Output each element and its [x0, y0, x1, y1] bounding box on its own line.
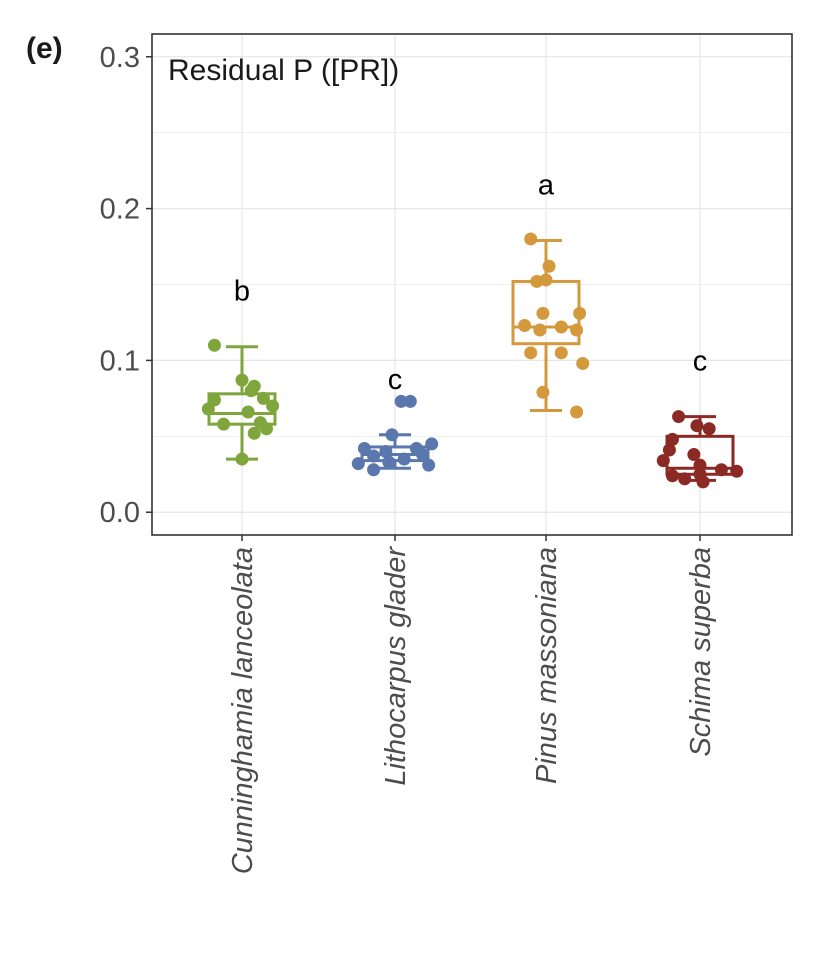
data-point	[576, 356, 590, 370]
data-point	[662, 443, 676, 457]
data-point	[665, 469, 679, 483]
chart-title: Residual P ([PR])	[168, 54, 399, 87]
data-point	[554, 320, 568, 334]
data-point	[394, 394, 408, 408]
data-point	[367, 463, 381, 477]
data-point	[207, 393, 221, 407]
data-point	[570, 405, 584, 419]
data-point	[385, 428, 399, 442]
data-point	[690, 419, 704, 433]
y-tick-label: 0.3	[100, 42, 140, 74]
data-point	[217, 417, 231, 431]
data-point	[714, 463, 728, 477]
data-points	[201, 232, 744, 489]
significance-letter: c	[388, 364, 403, 396]
y-tick-label: 0.2	[100, 194, 140, 226]
data-point	[542, 259, 556, 273]
data-point	[533, 323, 547, 337]
x-axis: Cunninghamia lanceolata Lithocarpus glade…	[227, 535, 717, 874]
data-point	[536, 306, 550, 320]
data-point	[379, 445, 393, 458]
data-point	[524, 232, 538, 246]
data-point	[266, 399, 280, 413]
x-tick-label: Pinus massoniana	[531, 547, 563, 784]
data-point	[570, 323, 584, 337]
panel-label: (e)	[26, 32, 63, 65]
data-point	[656, 454, 670, 468]
x-tick-label: Lithocarpus glader	[380, 546, 412, 786]
data-point	[573, 306, 587, 320]
data-point	[382, 455, 396, 469]
data-point	[422, 458, 436, 472]
data-point	[524, 346, 538, 360]
data-point	[678, 472, 692, 486]
plot-frame	[151, 33, 793, 536]
data-point	[367, 449, 381, 463]
data-point	[397, 452, 411, 466]
data-point	[201, 402, 215, 416]
data-point	[256, 391, 270, 405]
data-point	[207, 338, 221, 352]
data-point	[357, 441, 371, 455]
data-point	[536, 385, 550, 399]
data-point	[244, 384, 258, 398]
data-point	[696, 475, 710, 489]
data-point	[235, 373, 249, 387]
significance-letter: a	[538, 169, 555, 201]
data-point	[235, 452, 249, 466]
y-tick-label: 0.1	[100, 345, 140, 377]
y-axis: 0.0 0.1 0.2 0.3	[100, 42, 152, 529]
x-tick-label: Schima superba	[685, 547, 717, 757]
data-point	[247, 426, 261, 440]
data-point	[672, 410, 686, 424]
y-tick-label: 0.0	[100, 497, 140, 529]
data-point	[425, 437, 439, 451]
data-point	[416, 448, 430, 462]
data-point	[665, 432, 679, 446]
data-point	[518, 318, 532, 332]
data-point	[693, 458, 707, 472]
x-tick-label: Cunninghamia lanceolata	[227, 547, 259, 874]
data-point	[539, 273, 553, 287]
significance-letter: b	[234, 276, 250, 308]
significance-letters: b c a c	[234, 169, 707, 395]
data-point	[702, 422, 716, 436]
data-point	[687, 448, 701, 462]
data-point	[730, 464, 744, 478]
data-point	[351, 457, 365, 471]
data-point	[403, 394, 417, 408]
data-point	[554, 346, 568, 360]
data-point	[259, 422, 273, 436]
data-point	[241, 405, 255, 419]
significance-letter: c	[693, 346, 708, 378]
